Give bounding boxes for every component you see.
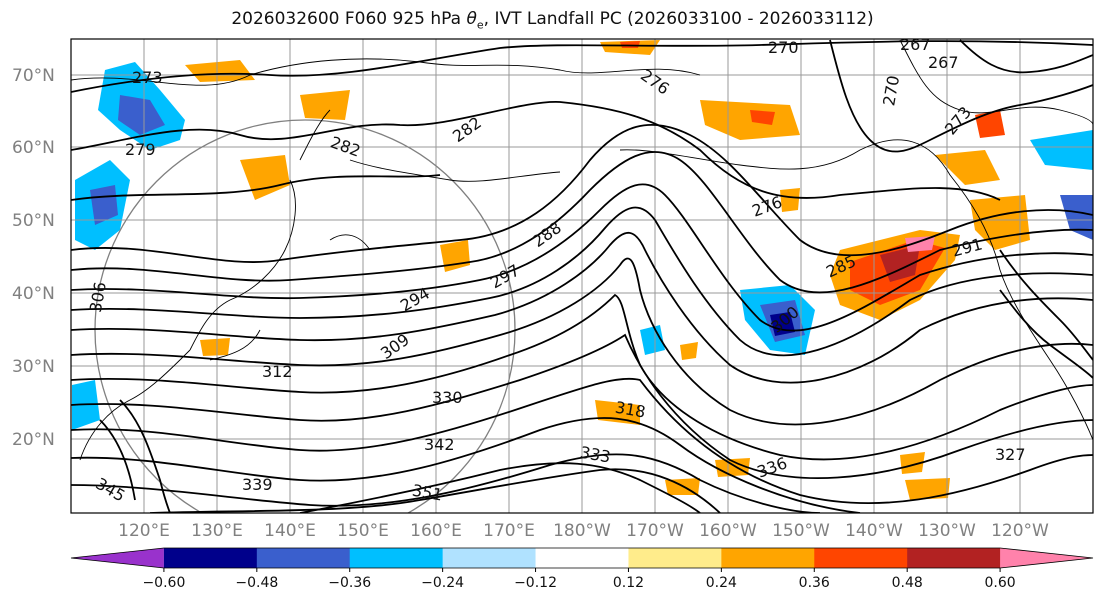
colorbar-segment [628, 548, 722, 568]
lon-label: 140°W [845, 521, 903, 541]
colorbar-segment [907, 548, 1001, 568]
colorbar-tick-label: 0.36 [799, 575, 830, 591]
contour-label: 267 [928, 53, 959, 72]
lat-label: 30°N [12, 357, 55, 377]
positive-anomaly-patch [970, 195, 1030, 250]
colorbar-segment [163, 548, 258, 568]
positive-anomaly-patch [700, 100, 800, 140]
colorbar-tick-label: −0.36 [328, 575, 371, 591]
contour-label: 270 [768, 38, 799, 57]
positive-anomaly-patch [880, 245, 920, 282]
contour-label: 312 [262, 362, 293, 381]
positive-anomaly-patch [780, 188, 800, 212]
lat-label: 40°N [12, 284, 55, 304]
lon-label: 130°W [918, 521, 976, 541]
colorbar-segment [442, 548, 537, 568]
lon-label: 120°E [118, 521, 170, 541]
title-main: 2026032600 F060 925 hPa [231, 9, 467, 29]
contour-label: 327 [995, 445, 1026, 464]
positive-anomaly-patch [620, 41, 640, 48]
negative-anomaly-patch [90, 185, 118, 225]
colorbar-tick-label: −0.48 [235, 575, 278, 591]
colorbar-tick-label: −0.24 [421, 575, 464, 591]
colorbar: −0.60 −0.48 −0.36 −0.24 −0.12 0.12 0.24 0.36 0.4… [70, 547, 1094, 591]
positive-anomaly-patch [905, 478, 950, 500]
positive-anomaly-patch [900, 452, 925, 474]
positive-anomaly-patch [975, 110, 1005, 138]
contour-label: 267 [900, 35, 931, 54]
contour-lines [71, 39, 1093, 513]
contour-label: 339 [242, 475, 273, 494]
colorbar-segment [71, 548, 164, 568]
contour-label: 279 [125, 140, 156, 159]
lon-label: 160°W [699, 521, 757, 541]
colorbar-segment [721, 548, 815, 568]
colorbar-tick-label: 0.12 [613, 575, 644, 591]
positive-anomaly-patch [300, 90, 350, 120]
negative-anomaly-patch [1060, 195, 1093, 240]
title-rest: , IVT Landfall PC (2026033100 - 20260331… [483, 9, 874, 29]
colorbar-segment [535, 548, 629, 568]
lon-label: 130°E [191, 521, 243, 541]
lat-label: 50°N [12, 211, 55, 231]
positive-anomaly-patch [750, 110, 775, 125]
colorbar-tick-label: −0.12 [514, 575, 557, 591]
colorbar-segment [1000, 548, 1093, 568]
lon-label: 120°W [991, 521, 1049, 541]
contour-label: 342 [424, 435, 455, 454]
colorbar-tick-label: −0.60 [142, 575, 185, 591]
colorbar-tick-label: 0.48 [892, 575, 923, 591]
positive-anomaly-patch [935, 150, 1000, 185]
map-frame [70, 38, 1094, 514]
coastlines [71, 39, 1093, 461]
colorbar-tick-label: 0.60 [985, 575, 1016, 591]
lon-label: 140°E [264, 521, 316, 541]
colorbar-segment [349, 548, 444, 568]
negative-anomaly-patch [640, 325, 665, 355]
contour-label: 273 [132, 68, 163, 87]
map-title: 2026032600 F060 925 hPa θe, IVT Landfall… [0, 9, 1105, 31]
positive-anomaly-patch [905, 236, 935, 252]
lat-label: 60°N [12, 138, 55, 158]
longitude-labels: 120°E 130°E 140°E 150°E 160°E 170°E 180°… [118, 521, 1049, 541]
lon-label: 150°W [772, 521, 830, 541]
shading-layer [72, 40, 1093, 500]
title-subscript: e [476, 18, 484, 32]
colorbar-segment [256, 548, 351, 568]
lon-label: 150°E [337, 521, 389, 541]
lon-label: 170°W [626, 521, 684, 541]
grid-lines [71, 39, 1093, 513]
lon-label: 160°E [410, 521, 462, 541]
lon-label: 180°W [553, 521, 611, 541]
positive-anomaly-patch [680, 342, 698, 360]
lon-label: 170°E [483, 521, 535, 541]
positive-anomaly-patch [185, 60, 255, 82]
colorbar-segment [814, 548, 908, 568]
negative-anomaly-patch [118, 95, 165, 135]
positive-anomaly-patch [240, 155, 290, 200]
latitude-labels: 70°N 60°N 50°N 40°N 30°N 20°N [12, 66, 55, 450]
lat-label: 20°N [12, 430, 55, 450]
positive-anomaly-patch [200, 338, 230, 356]
contour-label: 330 [432, 388, 463, 407]
colorbar-tick-label: 0.24 [706, 575, 737, 591]
negative-anomaly-patch [1030, 130, 1093, 170]
title-symbol: θ [466, 9, 477, 29]
map-content: 270 267 267 273 276 279 282 282 288 294 … [71, 35, 1093, 513]
lat-label: 70°N [12, 66, 55, 86]
